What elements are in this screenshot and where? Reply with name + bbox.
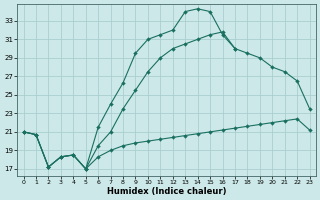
X-axis label: Humidex (Indice chaleur): Humidex (Indice chaleur) — [107, 187, 226, 196]
